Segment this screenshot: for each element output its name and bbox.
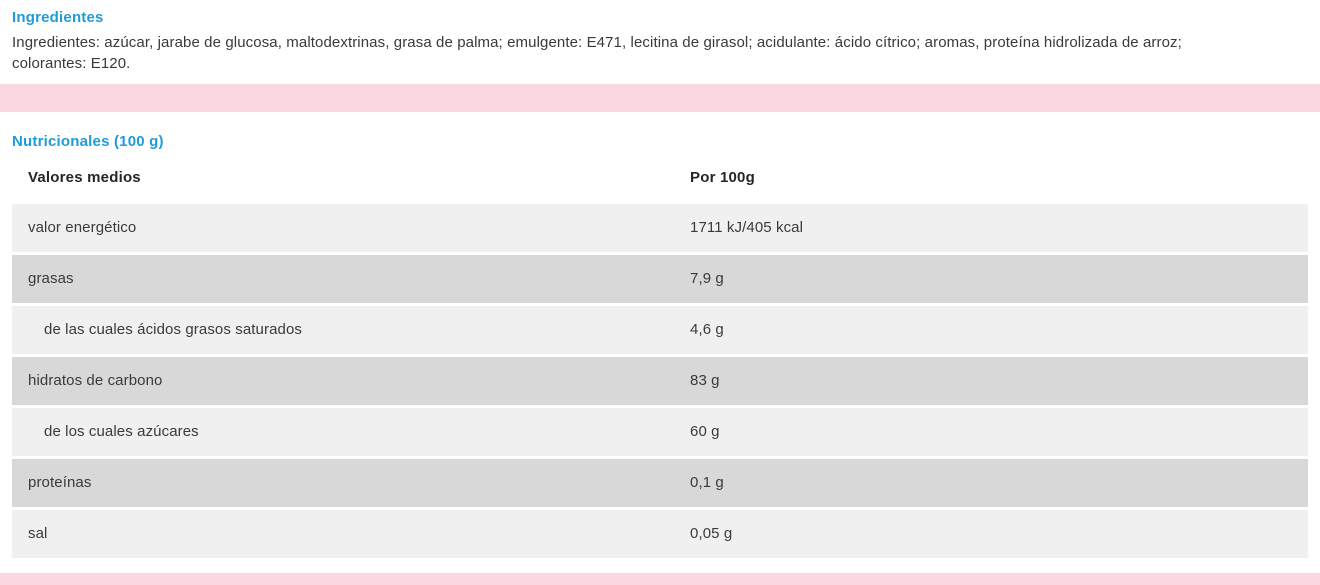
row-value: 0,05 g	[690, 525, 733, 542]
column-header-values: Valores medios	[28, 169, 141, 186]
row-value: 83 g	[690, 372, 720, 389]
table-row-sugars: de los cuales azúcares 60 g	[12, 408, 1308, 456]
table-row-carbohydrates: hidratos de carbono 83 g	[12, 357, 1308, 405]
column-header-per-100g: Por 100g	[690, 169, 755, 186]
ingredients-text-line1: Ingredientes: azúcar, jarabe de glucosa,…	[12, 34, 1182, 51]
row-value: 1711 kJ/405 kcal	[690, 219, 804, 236]
table-row-saturated-fat: de las cuales ácidos grasos saturados 4,…	[12, 306, 1308, 354]
nutrition-table: Valores medios Por 100g valor energético…	[12, 163, 1308, 561]
ingredients-text: Ingredientes: azúcar, jarabe de glucosa,…	[12, 32, 1312, 74]
row-label: grasas	[28, 270, 74, 287]
row-value: 4,6 g	[690, 321, 724, 338]
table-row-salt: sal 0,05 g	[12, 510, 1308, 558]
table-row-fat: grasas 7,9 g	[12, 255, 1308, 303]
nutrition-section-title: Nutricionales (100 g)	[12, 133, 164, 150]
ingredients-section-title: Ingredientes	[12, 9, 104, 26]
row-label: sal	[28, 525, 48, 542]
pink-divider-bottom	[0, 573, 1320, 585]
table-row-energy: valor energético 1711 kJ/405 kcal	[12, 204, 1308, 252]
row-label: valor energético	[28, 219, 137, 236]
row-value: 60 g	[690, 423, 720, 440]
table-header-row: Valores medios Por 100g	[12, 163, 1308, 195]
ingredients-text-line2: colorantes: E120.	[12, 55, 131, 72]
row-label: proteínas	[28, 474, 92, 491]
row-label: de las cuales ácidos grasos saturados	[44, 321, 303, 338]
row-value: 7,9 g	[690, 270, 724, 287]
table-row-protein: proteínas 0,1 g	[12, 459, 1308, 507]
row-value: 0,1 g	[690, 474, 724, 491]
pink-divider-top	[0, 84, 1320, 112]
row-label: hidratos de carbono	[28, 372, 163, 389]
row-label: de los cuales azúcares	[44, 423, 199, 440]
